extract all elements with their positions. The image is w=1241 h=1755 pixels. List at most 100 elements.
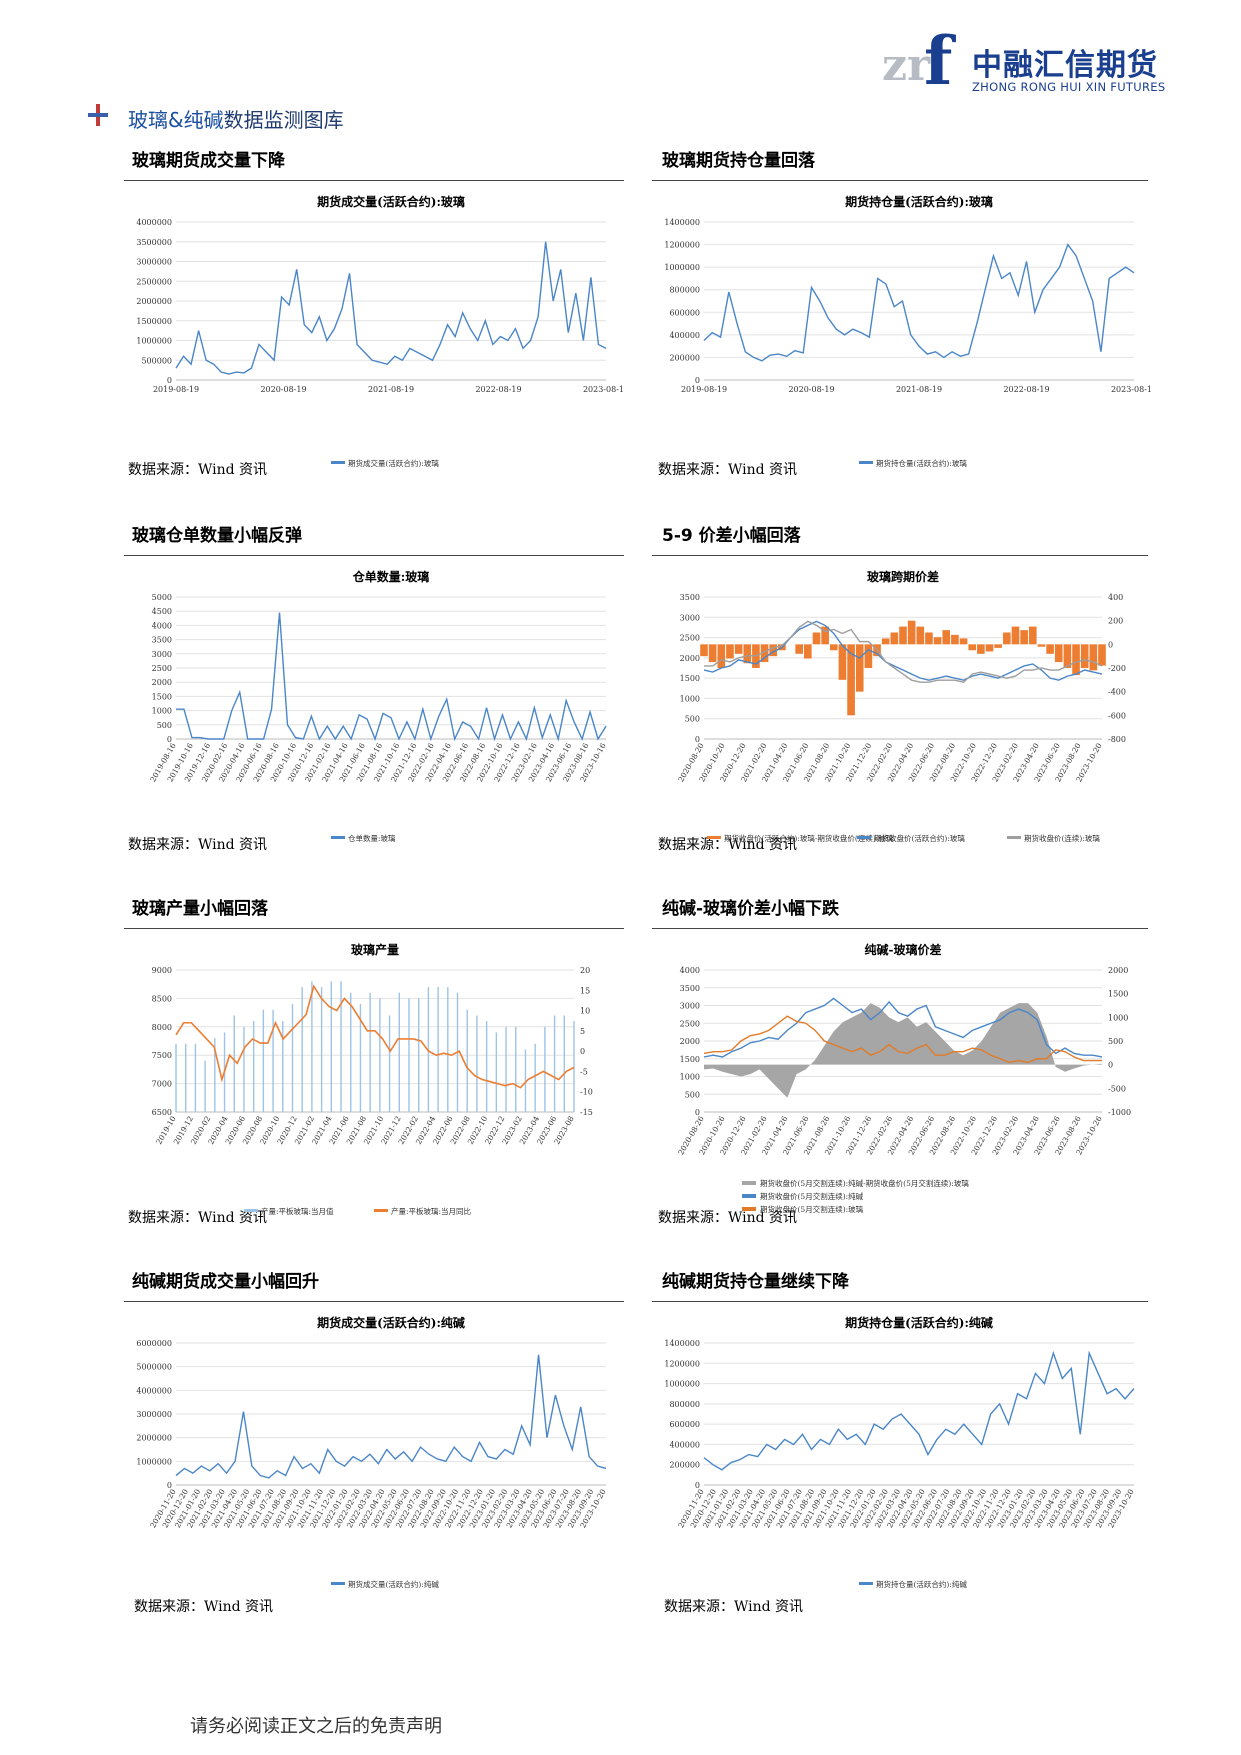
y-tick-label: 1000000	[136, 337, 172, 346]
y-tick-label: 0	[167, 376, 172, 385]
spread-bar	[1089, 644, 1098, 671]
spread-bar	[708, 644, 717, 663]
spread-bar	[925, 632, 933, 645]
chart-5: 玻璃产量 6500 7000 7500 8000 8500 9000 -15 -10 -5 0 5 10…	[152, 942, 593, 1216]
y-tick-label: 3000000	[136, 1410, 172, 1419]
svg-text:zr: zr	[882, 40, 931, 91]
y-tick-label: 600000	[669, 1420, 700, 1429]
spread-bar	[959, 638, 968, 645]
legend-label: 产量:平板玻璃:当月同比	[391, 1206, 472, 1216]
output-bar	[194, 1043, 197, 1112]
title-rule	[124, 928, 624, 929]
y-tick-label: 1400000	[664, 1339, 700, 1348]
spread-bar	[847, 644, 855, 716]
spread-bar	[1003, 632, 1011, 645]
logo-company-name: 中融汇信期货	[972, 48, 1158, 83]
y2-tick-label: 0	[1108, 640, 1113, 649]
legend-label: 期货收盘价(5月交割连续):玻璃	[760, 1204, 864, 1214]
y-tick-label: 3000000	[136, 258, 172, 267]
output-bar	[505, 1026, 507, 1112]
spread-bar	[821, 626, 829, 645]
chart-6: 纯碱-玻璃价差 0 500 1000 1500 2000 2500 3000 3500 4000 -…	[676, 942, 1131, 1214]
y-tick-label: 4000	[680, 966, 700, 975]
data-source-note: 数据来源：Wind 资讯	[128, 837, 268, 853]
series-line	[703, 1015, 1102, 1064]
y-tick-label: 3000	[152, 650, 172, 659]
legend-swatch	[742, 1181, 756, 1185]
spread-bar	[907, 620, 916, 645]
chart-inner-title: 期货持仓量(活跃合约):纯碱	[845, 1315, 993, 1330]
y-tick-label: 0	[695, 1108, 700, 1117]
y-tick-label: 2500	[680, 1019, 700, 1028]
output-bar	[291, 1004, 294, 1112]
y-tick-label: 5000000	[136, 1363, 172, 1372]
y2-tick-label: 1500	[1108, 990, 1128, 999]
legend-swatch	[707, 836, 721, 839]
y-tick-label: 6500	[152, 1108, 172, 1117]
y-tick-label: 1000	[152, 707, 172, 716]
y-tick-label: 400000	[669, 1440, 700, 1449]
y-tick-label: 1000000	[664, 263, 700, 272]
spread-bar	[812, 632, 821, 645]
y-tick-label: 500	[157, 721, 172, 730]
legend-swatch	[331, 1582, 345, 1585]
output-bar	[320, 987, 323, 1112]
y-tick-label: 0	[695, 376, 700, 385]
spread-bar	[1063, 644, 1072, 668]
chart-title-7: 纯碱期货成交量小幅回升	[132, 1272, 319, 1292]
spread-bar	[864, 644, 873, 668]
section-title-part1: 玻璃&纯碱	[128, 108, 224, 132]
chart-inner-title: 期货持仓量(活跃合约):玻璃	[845, 194, 993, 209]
data-source-note: 数据来源：Wind 资讯	[658, 837, 798, 853]
y-tick-label: 1500	[152, 692, 172, 701]
series-line	[704, 620, 1103, 683]
logo-mark-icon: zr f	[882, 28, 956, 98]
series-line	[175, 241, 607, 375]
y-tick-label: 200000	[669, 1461, 700, 1470]
legend-label: 期货收盘价(5月交割连续):纯碱-期货收盘价(5月交割连续):玻璃	[760, 1178, 969, 1188]
legend-label: 期货持仓量(活跃合约):纯碱	[876, 1579, 967, 1589]
spread-bar	[734, 644, 743, 654]
yoy-line	[175, 984, 575, 1089]
title-rule	[124, 555, 624, 556]
title-rule	[652, 928, 1148, 929]
y-tick-label: 3000	[680, 613, 700, 622]
output-bar	[466, 1009, 468, 1112]
chart-inner-title: 玻璃跨期价差	[867, 569, 939, 584]
spread-bar	[890, 632, 899, 645]
output-bar	[282, 1021, 284, 1112]
legend-swatch	[331, 836, 345, 839]
y-tick-label: 7000	[152, 1080, 172, 1089]
output-bar	[311, 981, 313, 1112]
output-bar	[437, 987, 439, 1112]
x-tick-label: 2023-08-19	[1111, 385, 1152, 394]
output-bar	[185, 1043, 187, 1112]
spread-bar	[951, 634, 959, 645]
series-line	[703, 997, 1103, 1058]
y-tick-label: 500	[685, 1090, 700, 1099]
y-tick-label: 8000	[152, 1023, 172, 1032]
company-logo: zr f 中融汇信期货 ZHONG RONG HUI XIN FUTURES	[880, 28, 1170, 98]
spread-bar	[804, 644, 812, 659]
spread-bar	[977, 644, 985, 654]
spread-bar	[899, 626, 907, 645]
spread-bar	[942, 630, 951, 645]
output-bar	[553, 1015, 556, 1112]
y-tick-label: 400000	[669, 331, 700, 340]
chart-title-5: 玻璃产量小幅回落	[132, 899, 268, 919]
section-title-part2: 数据监测图库	[223, 108, 344, 132]
legend-swatch	[859, 461, 873, 464]
chart-8: 期货持仓量(活跃合约):纯碱 0 200000 400000 600000 800000 1…	[664, 1315, 1135, 1589]
x-tick-label: 2020-08-19	[260, 385, 306, 394]
y-tick-label: 1400000	[664, 218, 700, 227]
title-rule	[652, 180, 1148, 181]
data-source-note: 数据来源：Wind 资讯	[658, 1210, 798, 1226]
output-bar	[379, 998, 381, 1112]
x-tick-label: 2021-08-19	[896, 385, 942, 394]
series-line	[703, 1350, 1135, 1471]
spread-bar	[933, 637, 942, 645]
x-tick-label: 2019-08-19	[153, 385, 199, 394]
y-tick-label: 9000	[152, 966, 172, 975]
output-bar	[485, 1021, 488, 1112]
spread-bar	[838, 644, 847, 680]
